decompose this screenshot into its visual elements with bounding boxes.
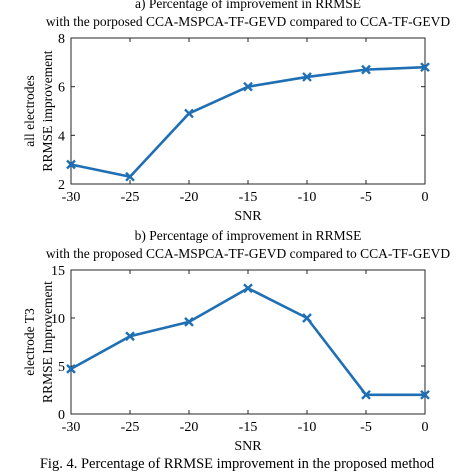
data-point-marker xyxy=(420,62,430,73)
x-tick-label: -5 xyxy=(360,190,372,205)
x-tick-label: -5 xyxy=(360,420,372,435)
chart-title-line: a) Percentage of improvement in RRMSE xyxy=(135,0,361,11)
chart-a: a) Percentage of improvement in RRMSE wit… xyxy=(22,0,450,224)
x-tick-label: -10 xyxy=(298,190,317,205)
x-tick-label: -20 xyxy=(180,190,199,205)
data-point-marker xyxy=(302,72,312,82)
y-tick-label: 4 xyxy=(58,129,65,144)
x-tick-label: -15 xyxy=(239,420,258,435)
data-point-marker xyxy=(184,108,194,119)
x-axis-label: SNR xyxy=(234,209,262,224)
chart-title-line: with the porposed CCA-MSPCA-TF-GEVD comp… xyxy=(46,14,450,29)
y-axis-label-line: electrode T3 xyxy=(22,308,37,376)
data-point-marker xyxy=(302,313,312,323)
data-point-marker xyxy=(361,389,371,400)
y-tick-label: 10 xyxy=(51,312,65,327)
y-axis-label-line: all electrodes xyxy=(22,75,37,147)
series-line xyxy=(70,65,426,178)
y-tick-label: 8 xyxy=(58,32,65,47)
chart-title-line: with the proposed CCA-MSPCA-TF-GEVD comp… xyxy=(46,246,450,261)
data-point-marker xyxy=(125,331,135,342)
data-point-marker xyxy=(243,283,253,294)
y-tick-label: 0 xyxy=(58,408,65,423)
x-tick-label: 0 xyxy=(422,420,429,435)
data-point-marker xyxy=(125,171,135,182)
y-tick-label: 5 xyxy=(58,360,65,375)
x-axis-label: SNR xyxy=(234,439,262,454)
figure-caption: Fig. 4. Percentage of RRMSE improvement … xyxy=(40,456,435,472)
plot-area-frame xyxy=(70,37,426,185)
data-point-marker xyxy=(66,364,76,374)
y-tick-label: 15 xyxy=(51,264,65,279)
y-tick-label: 6 xyxy=(58,81,65,96)
series-line xyxy=(70,286,425,397)
y-axis-label-line: RRMSE Improvement xyxy=(40,281,55,403)
data-point-marker xyxy=(420,389,430,400)
data-point-marker xyxy=(66,159,76,170)
x-tick-label: -25 xyxy=(121,190,140,205)
x-tick-label: 0 xyxy=(422,190,429,205)
plot-area-frame xyxy=(70,269,426,415)
data-point-marker xyxy=(361,64,371,75)
x-tick-label: -20 xyxy=(180,420,199,435)
y-axis-label-line: RRMSE improvement xyxy=(40,50,55,171)
y-tick-label: 2 xyxy=(58,178,65,193)
x-tick-label: -25 xyxy=(121,420,140,435)
data-point-marker xyxy=(243,81,253,92)
x-tick-label: -15 xyxy=(239,190,258,205)
x-tick-label: -30 xyxy=(62,190,81,205)
data-point-marker xyxy=(184,316,194,327)
x-tick-label: -30 xyxy=(62,420,81,435)
chart-title-line: b) Percentage of improvement in RRMSE xyxy=(135,228,362,243)
x-tick-label: -10 xyxy=(298,420,317,435)
chart-b: b) Percentage of improvement in RRMSE wit… xyxy=(22,228,450,454)
